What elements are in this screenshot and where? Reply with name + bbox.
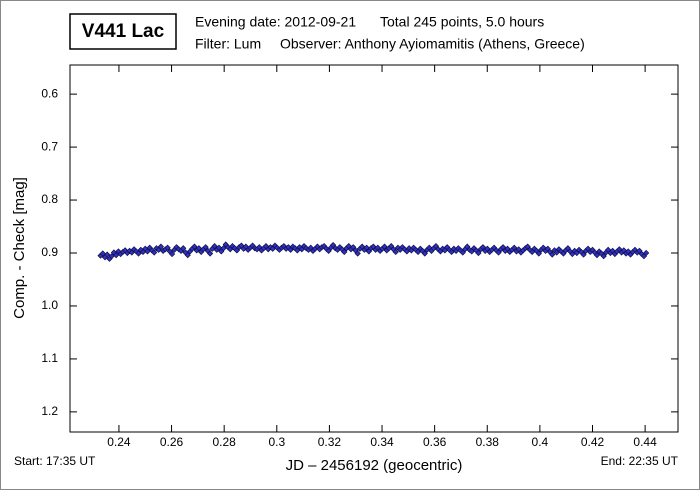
x-tick-label: 0.36 <box>423 435 447 449</box>
end-time: End: 22:35 UT <box>601 454 679 468</box>
data-point <box>549 251 556 258</box>
data-point <box>135 250 142 257</box>
x-tick-label: 0.24 <box>107 435 131 449</box>
data-point <box>354 250 361 257</box>
x-tick-label: 0.26 <box>160 435 184 449</box>
x-tick-label: 0.34 <box>370 435 394 449</box>
data-point <box>168 250 176 258</box>
start-time: Start: 17:35 UT <box>14 454 96 468</box>
data-point <box>643 249 650 257</box>
data-point <box>99 250 106 257</box>
data-point <box>164 244 171 251</box>
data-point <box>195 245 203 252</box>
y-tick-label: 0.9 <box>41 245 58 259</box>
data-point <box>191 243 198 250</box>
data-point <box>341 248 348 256</box>
title-box <box>69 13 177 50</box>
evening-date: Evening date: 2012-09-21 <box>195 14 356 30</box>
data-point <box>593 252 601 259</box>
total-points: Total 245 points, 5.0 hours <box>380 14 544 30</box>
observer: Observer: Anthony Ayiomamitis (Athens, G… <box>280 36 585 52</box>
y-tick-label: 0.8 <box>41 192 58 206</box>
x-tick-label: 0.28 <box>212 435 236 449</box>
x-tick-label: 0.32 <box>318 435 342 449</box>
data-point <box>392 248 399 256</box>
data-point <box>421 250 428 257</box>
data-point <box>104 251 111 258</box>
y-tick-label: 1.1 <box>41 351 58 365</box>
data-point <box>157 243 164 250</box>
data-point <box>511 244 518 251</box>
data-point <box>180 245 187 252</box>
y-tick-label: 0.7 <box>41 139 58 153</box>
data-point <box>600 253 607 260</box>
data-point <box>215 244 223 251</box>
x-tick-label: 0.4 <box>532 435 549 449</box>
y-tick-label: 1.2 <box>41 404 58 418</box>
data-point <box>207 250 214 257</box>
data-point <box>580 251 587 258</box>
data-point <box>151 249 158 256</box>
x-tick-label: 0.44 <box>633 435 657 449</box>
x-tick-label: 0.42 <box>581 435 605 449</box>
x-tick-label: 0.38 <box>476 435 500 449</box>
data-point <box>184 252 191 259</box>
y-tick-label: 1.0 <box>41 298 58 312</box>
data-point <box>363 244 370 251</box>
filter: Filter: Lum <box>195 36 261 52</box>
data-point <box>479 244 487 251</box>
chart-title: V441 Lac <box>82 21 165 42</box>
x-axis-label: JD – 2456192 (geocentric) <box>286 457 463 474</box>
data-point <box>499 244 507 251</box>
data-point <box>211 243 218 250</box>
y-axis-label: Comp. - Check [mag] <box>11 177 28 319</box>
x-tick-label: 0.3 <box>268 435 285 449</box>
data-point <box>475 249 482 257</box>
y-tick-label: 0.6 <box>41 86 58 100</box>
data-point <box>535 250 542 257</box>
data-point <box>202 244 209 251</box>
data-point <box>381 243 388 250</box>
